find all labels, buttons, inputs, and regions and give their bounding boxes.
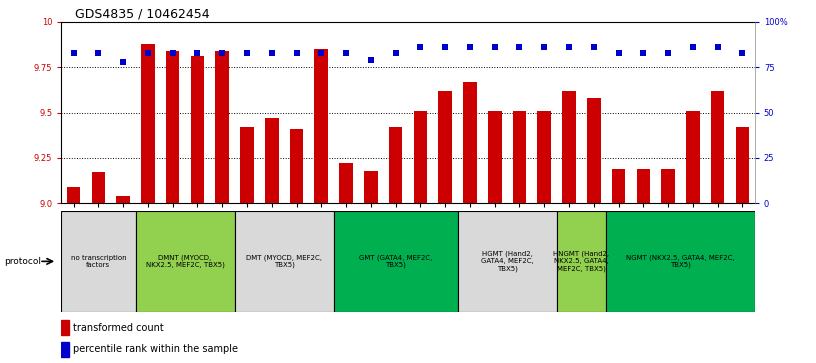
Bar: [414, 111, 428, 203]
Bar: [735, 127, 749, 203]
Point: [339, 50, 353, 56]
Point: [538, 44, 551, 50]
Point: [389, 50, 402, 56]
Bar: [334, 211, 458, 312]
Point: [265, 50, 278, 56]
Text: HNGMT (Hand2,
NKX2.5, GATA4,
MEF2C, TBX5): HNGMT (Hand2, NKX2.5, GATA4, MEF2C, TBX5…: [553, 251, 610, 272]
Bar: [67, 187, 81, 203]
Bar: [61, 320, 69, 335]
Point: [513, 44, 526, 50]
Bar: [636, 169, 650, 203]
Bar: [686, 111, 699, 203]
Bar: [265, 118, 278, 203]
Bar: [240, 127, 254, 203]
Point: [166, 50, 180, 56]
Point: [662, 50, 675, 56]
Point: [215, 50, 228, 56]
Point: [92, 50, 105, 56]
Bar: [661, 169, 675, 203]
Text: GDS4835 / 10462454: GDS4835 / 10462454: [75, 8, 210, 21]
Point: [315, 50, 328, 56]
Point: [191, 50, 204, 56]
Bar: [91, 172, 105, 203]
Bar: [438, 91, 452, 203]
Point: [463, 44, 477, 50]
Text: percentile rank within the sample: percentile rank within the sample: [73, 344, 237, 354]
Bar: [166, 51, 180, 203]
Point: [686, 44, 699, 50]
Point: [736, 50, 749, 56]
Bar: [612, 169, 625, 203]
Bar: [711, 91, 725, 203]
Point: [241, 50, 254, 56]
Point: [636, 50, 650, 56]
Bar: [388, 127, 402, 203]
Point: [67, 50, 80, 56]
Bar: [215, 51, 229, 203]
Text: transformed count: transformed count: [73, 323, 163, 333]
Bar: [135, 211, 235, 312]
Bar: [538, 111, 551, 203]
Bar: [557, 211, 606, 312]
Point: [488, 44, 501, 50]
Text: no transcription
factors: no transcription factors: [70, 255, 126, 268]
Bar: [587, 98, 601, 203]
Point: [612, 50, 625, 56]
Bar: [463, 82, 477, 203]
Point: [364, 57, 377, 63]
Bar: [61, 211, 135, 312]
Text: DMT (MYOCD, MEF2C,
TBX5): DMT (MYOCD, MEF2C, TBX5): [246, 254, 322, 268]
Bar: [290, 129, 304, 203]
Bar: [314, 49, 328, 203]
Bar: [458, 211, 557, 312]
Bar: [488, 111, 502, 203]
Text: DMNT (MYOCD,
NKX2.5, MEF2C, TBX5): DMNT (MYOCD, NKX2.5, MEF2C, TBX5): [145, 254, 224, 268]
Text: NGMT (NKX2.5, GATA4, MEF2C,
TBX5): NGMT (NKX2.5, GATA4, MEF2C, TBX5): [626, 254, 734, 268]
Text: HGMT (Hand2,
GATA4, MEF2C,
TBX5): HGMT (Hand2, GATA4, MEF2C, TBX5): [481, 251, 534, 272]
Point: [141, 50, 154, 56]
Text: protocol: protocol: [4, 257, 41, 266]
Point: [117, 59, 130, 65]
Bar: [364, 171, 378, 203]
Bar: [117, 196, 130, 203]
Point: [414, 44, 427, 50]
Bar: [512, 111, 526, 203]
Bar: [339, 163, 353, 203]
Bar: [562, 91, 576, 203]
Point: [439, 44, 452, 50]
Point: [711, 44, 724, 50]
Point: [290, 50, 303, 56]
Bar: [606, 211, 755, 312]
Point: [588, 44, 601, 50]
Point: [562, 44, 575, 50]
Bar: [141, 44, 155, 203]
Bar: [191, 56, 204, 203]
Bar: [235, 211, 334, 312]
Bar: [61, 342, 69, 357]
Text: GMT (GATA4, MEF2C,
TBX5): GMT (GATA4, MEF2C, TBX5): [359, 254, 432, 268]
